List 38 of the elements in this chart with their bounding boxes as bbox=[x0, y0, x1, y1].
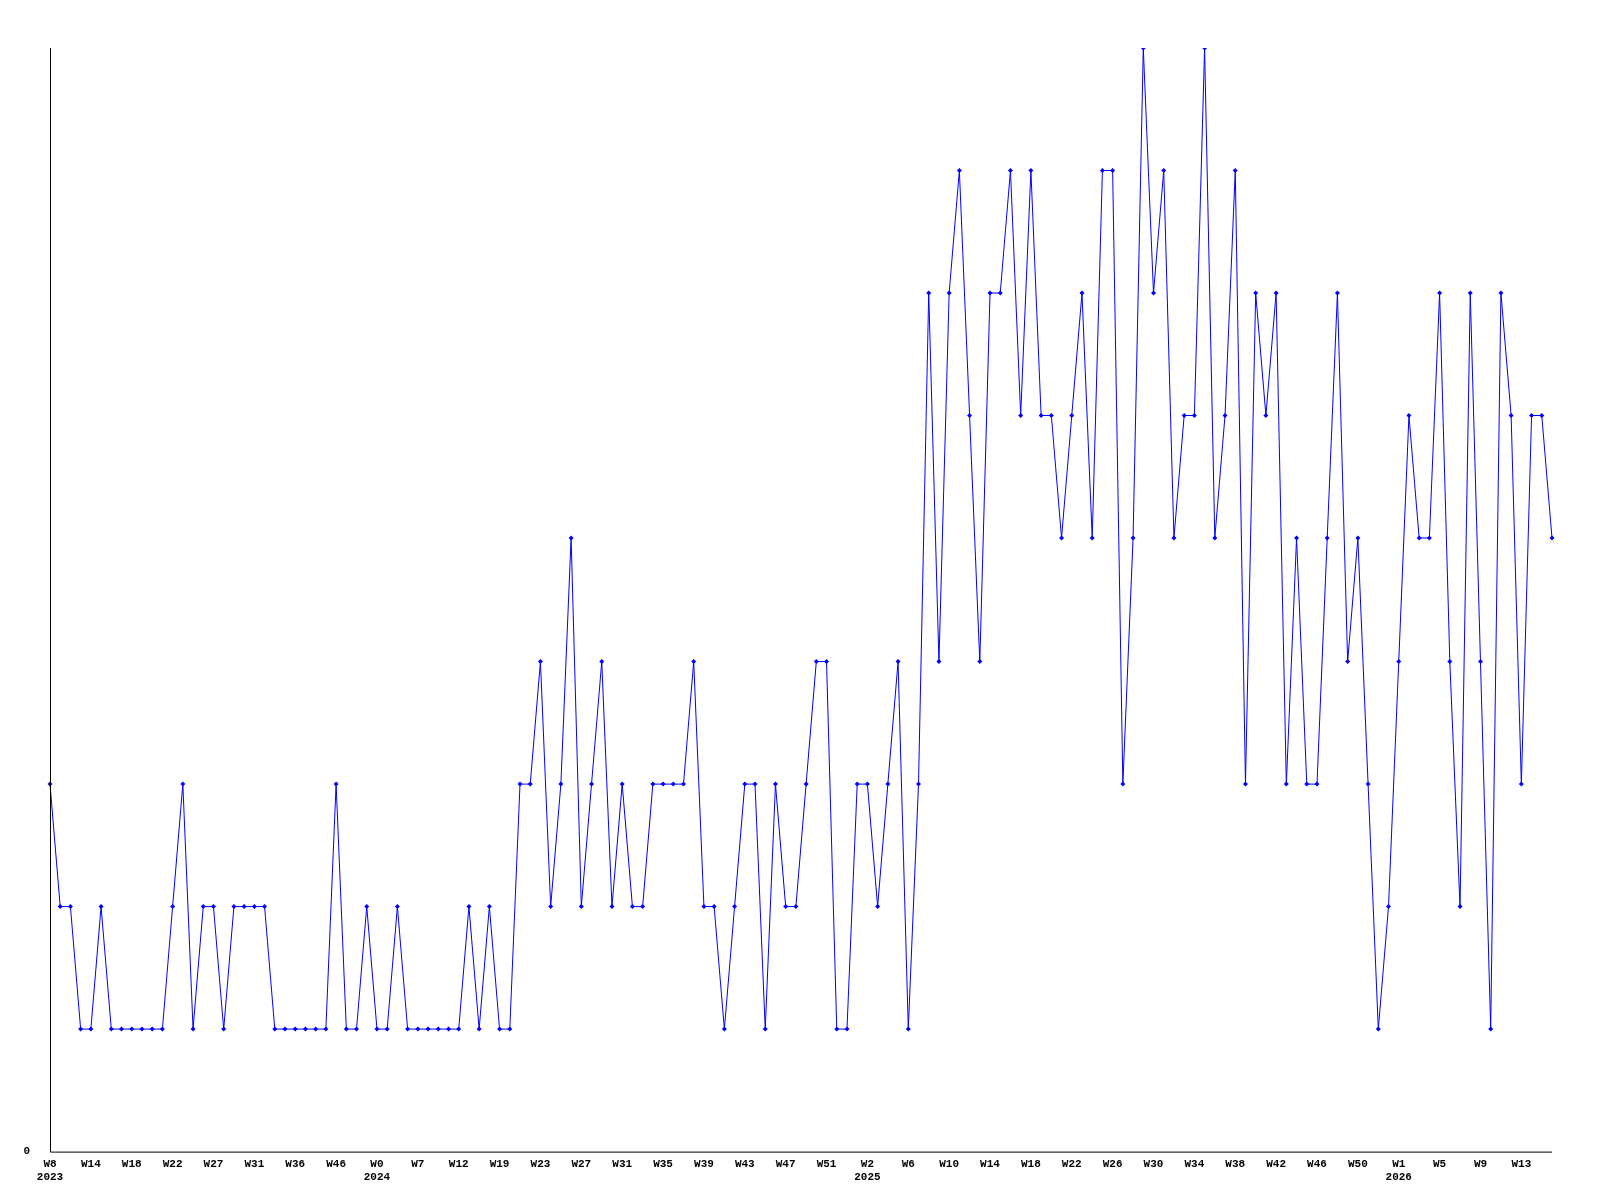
x-tick-label: W13 bbox=[1511, 1157, 1532, 1170]
x-tick-label: W1 2026 bbox=[1385, 1157, 1412, 1184]
x-tick-label: W12 bbox=[448, 1157, 469, 1170]
x-tick-label: W27 bbox=[571, 1157, 592, 1170]
x-tick-label: W47 bbox=[775, 1157, 796, 1170]
x-tick-label: W26 bbox=[1102, 1157, 1123, 1170]
x-tick-label: W39 bbox=[694, 1157, 714, 1170]
x-tick-label: W18 bbox=[121, 1157, 143, 1170]
x-tick-label: W35 bbox=[653, 1157, 674, 1170]
x-tick-label: W43 bbox=[734, 1157, 756, 1170]
x-tick-label: W9 bbox=[1473, 1157, 1488, 1170]
x-tick-label: W18 bbox=[1020, 1157, 1042, 1170]
x-tick-label: W36 bbox=[285, 1157, 306, 1170]
x-tick-label: W46 bbox=[326, 1157, 346, 1170]
x-tick-label: W5 bbox=[1433, 1157, 1447, 1170]
x-tick-label: W2 2025 bbox=[854, 1157, 882, 1184]
x-tick-label: W27 bbox=[203, 1157, 224, 1170]
x-tick-label: W6 bbox=[901, 1157, 915, 1170]
x-tick-label: W38 bbox=[1225, 1157, 1246, 1170]
x-tick-label: W19 bbox=[489, 1157, 510, 1170]
x-tick-label: W7 bbox=[411, 1157, 425, 1170]
x-tick-label: W14 bbox=[80, 1157, 102, 1170]
x-tick-label: W8 2023 bbox=[36, 1157, 64, 1184]
x-tick-label: W30 bbox=[1143, 1157, 1164, 1170]
x-tick-label: W14 bbox=[980, 1157, 1001, 1170]
x-tick-label: W10 bbox=[939, 1157, 960, 1170]
x-tick-label: W51 bbox=[816, 1157, 837, 1170]
x-tick-label: W46 bbox=[1307, 1157, 1327, 1170]
x-tick-label: W42 bbox=[1266, 1157, 1287, 1170]
x-tick-label: W31 bbox=[612, 1157, 633, 1170]
text: 0 bbox=[23, 1145, 30, 1158]
x-tick-label: W50 bbox=[1347, 1157, 1368, 1170]
x-tick-label: W22 bbox=[162, 1157, 183, 1170]
x-tick-label: W0 2024 bbox=[363, 1157, 391, 1184]
x-tick-label: W31 bbox=[244, 1157, 265, 1170]
x-tick-label: W34 bbox=[1184, 1157, 1205, 1170]
x-tick-label: W22 bbox=[1061, 1157, 1082, 1170]
x-tick-label: W23 bbox=[530, 1157, 551, 1170]
